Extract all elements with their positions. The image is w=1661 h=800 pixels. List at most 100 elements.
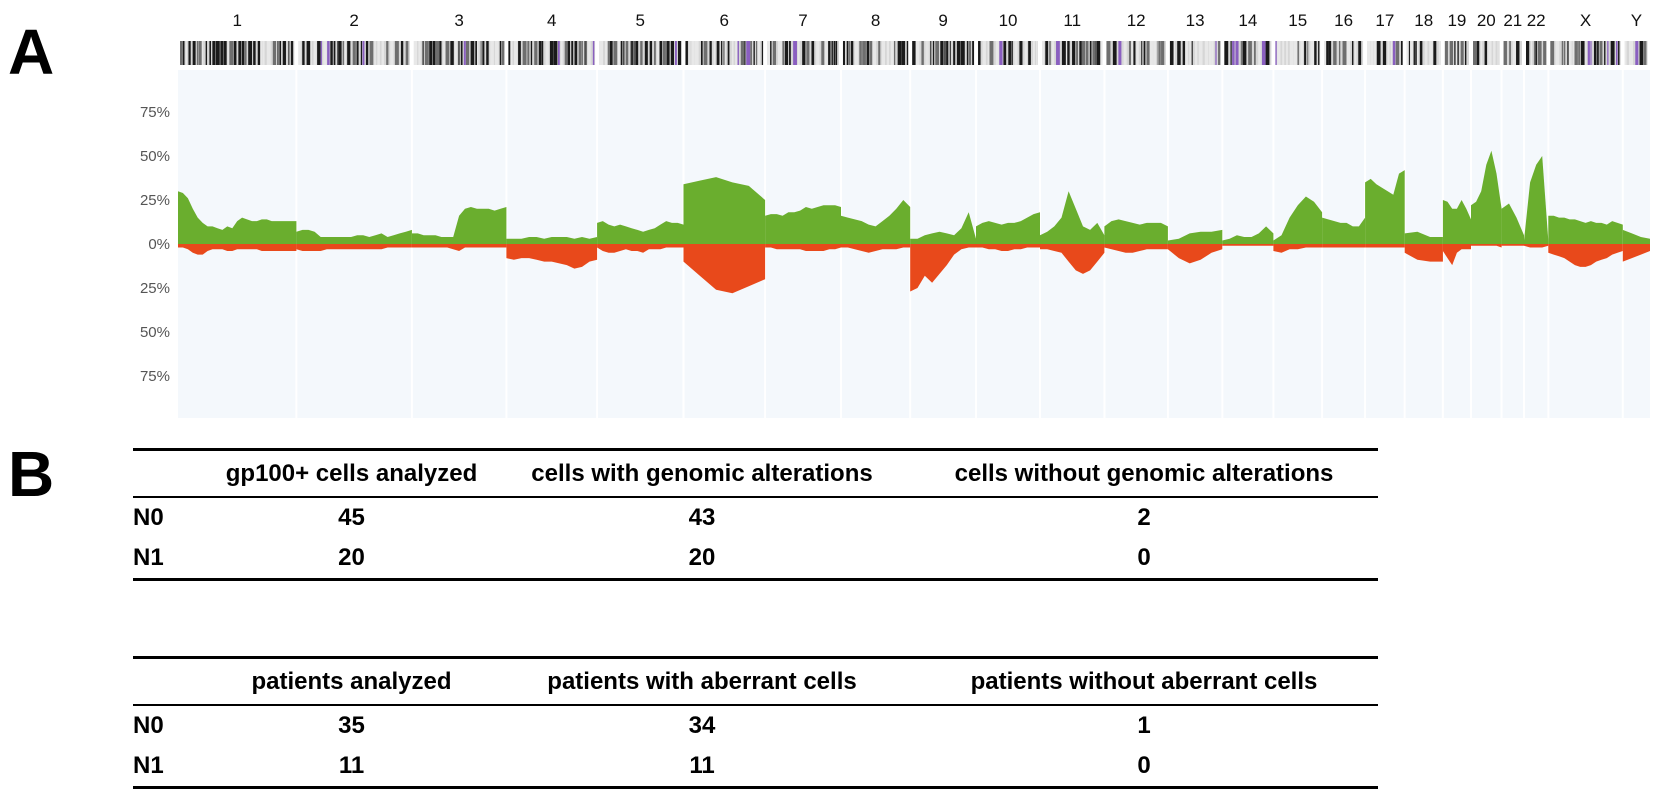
ideogram-band xyxy=(700,41,703,65)
ideogram-band xyxy=(530,41,533,65)
ideogram-band xyxy=(233,41,237,65)
chromosome-label: 4 xyxy=(547,11,556,30)
ideogram-band xyxy=(1146,41,1150,65)
ideogram-band xyxy=(180,41,183,65)
loss-area-chr-9 xyxy=(910,244,976,292)
ideogram-band xyxy=(1503,41,1507,65)
ideogram-band xyxy=(1457,41,1459,65)
ideogram-band xyxy=(511,41,513,65)
ideogram-chr-20 xyxy=(1473,41,1500,65)
ideogram-band xyxy=(1525,41,1530,65)
ideogram-band xyxy=(1395,41,1400,65)
ideogram-band xyxy=(571,41,574,65)
ideogram-band xyxy=(1473,41,1477,65)
ideogram-band xyxy=(978,41,981,65)
ideogram-band xyxy=(1076,41,1078,65)
ideogram-band xyxy=(1387,41,1390,65)
ideogram-band xyxy=(1014,41,1018,65)
table-cell: 2 xyxy=(1137,504,1151,531)
ideogram-band xyxy=(494,41,499,65)
ideogram-band xyxy=(1173,41,1176,65)
ideogram-band xyxy=(1476,41,1480,65)
ideogram-band xyxy=(1081,41,1086,65)
ideogram-band xyxy=(1392,41,1396,65)
ideogram-chr-3 xyxy=(413,41,505,65)
ideogram-band xyxy=(859,41,862,65)
ideogram-band xyxy=(386,41,389,65)
ideogram-band xyxy=(288,41,290,65)
ideogram-band xyxy=(1310,41,1315,65)
ideogram-band xyxy=(1535,41,1537,65)
gain-area-chr-12 xyxy=(1104,219,1168,244)
ideogram-band xyxy=(1454,41,1456,65)
ideogram-band xyxy=(735,41,738,65)
ideogram-band xyxy=(1314,41,1317,65)
ideogram-band xyxy=(1629,41,1633,65)
ideogram-band xyxy=(956,41,961,65)
ideogram-band xyxy=(1604,41,1606,65)
ideogram-band xyxy=(824,41,828,65)
ideogram-band xyxy=(630,41,632,65)
y-tick-label: 25% xyxy=(140,280,170,297)
ideogram-chr-17 xyxy=(1367,41,1403,65)
ideogram-band xyxy=(1574,41,1578,65)
table-cell: 0 xyxy=(1137,752,1151,779)
ideogram-band xyxy=(369,41,374,65)
ideogram-band xyxy=(757,41,761,65)
ideogram-band xyxy=(1036,41,1038,65)
ideogram-band xyxy=(1413,41,1415,65)
ideogram-band xyxy=(915,41,920,65)
table-cell: 43 xyxy=(688,504,716,531)
loss-area-chr-17 xyxy=(1365,244,1405,248)
ideogram-band xyxy=(1578,41,1580,65)
ideogram-band xyxy=(564,41,568,65)
header-cell: gp100+ cells analyzed xyxy=(225,459,478,487)
ideogram-band xyxy=(345,41,347,65)
ideogram-band xyxy=(1616,41,1618,65)
frequency-areas xyxy=(178,150,1650,294)
ideogram-band xyxy=(1150,41,1153,65)
gain-area-chr-15 xyxy=(1273,196,1323,244)
ideogram-band xyxy=(897,41,902,65)
y-tick-label: 50% xyxy=(140,148,170,165)
ideogram-band xyxy=(675,41,677,65)
ideogram-band xyxy=(188,41,191,65)
ideogram-band xyxy=(1045,41,1049,65)
ideogram-band xyxy=(1580,41,1585,65)
ideogram-band xyxy=(1112,41,1117,65)
ideogram-band xyxy=(828,41,831,65)
ideogram-band xyxy=(1275,41,1277,65)
loss-area-chr-8 xyxy=(841,244,911,253)
ideogram-band xyxy=(439,41,442,65)
chromosome-label: 1 xyxy=(232,11,241,30)
ideogram-band xyxy=(313,41,317,65)
gain-area-chr-5 xyxy=(597,221,684,244)
ideogram-band xyxy=(1555,41,1560,65)
ideogram-band xyxy=(1400,41,1403,65)
ideogram-band xyxy=(1338,41,1341,65)
loss-area-chr-1 xyxy=(178,244,297,255)
table-cell: 34 xyxy=(688,712,716,739)
ideogram-band xyxy=(806,41,810,65)
ideogram-band xyxy=(656,41,660,65)
ideogram-band xyxy=(1028,41,1031,65)
ideogram-band xyxy=(793,41,797,65)
panel-label-a: A xyxy=(8,16,55,88)
ideogram-band xyxy=(878,41,881,65)
ideogram-band xyxy=(418,41,421,65)
ideogram-band xyxy=(1639,41,1644,65)
ideogram-band xyxy=(1261,41,1266,65)
table-cell: 35 xyxy=(338,712,365,739)
chromosome-label: 19 xyxy=(1447,11,1466,30)
ideogram-band xyxy=(320,41,322,65)
ideogram-band xyxy=(784,41,789,65)
ideogram-chr-15 xyxy=(1275,41,1321,65)
ideogram-band xyxy=(1537,41,1542,65)
ideogram-band xyxy=(599,41,604,65)
chromosome-label: Y xyxy=(1631,11,1642,30)
ideogram-band xyxy=(558,41,560,65)
ideogram-band xyxy=(514,41,518,65)
ideogram-band xyxy=(1067,41,1070,65)
ideogram-band xyxy=(584,41,586,65)
ideogram-band xyxy=(1624,41,1627,65)
